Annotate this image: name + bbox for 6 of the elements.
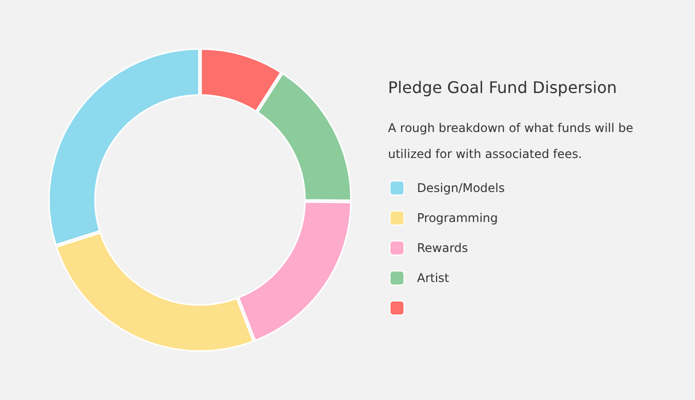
legend-label: Design/Models bbox=[417, 181, 505, 195]
text: Pledge Goal Fund Dispersion bbox=[388, 78, 617, 97]
legend-label: Rewards bbox=[417, 241, 468, 255]
legend-label: Programming bbox=[417, 211, 498, 225]
text: A rough breakdown of what funds will be utilized for with associated fees. bbox=[388, 121, 634, 161]
legend-label: Artist bbox=[417, 271, 450, 285]
